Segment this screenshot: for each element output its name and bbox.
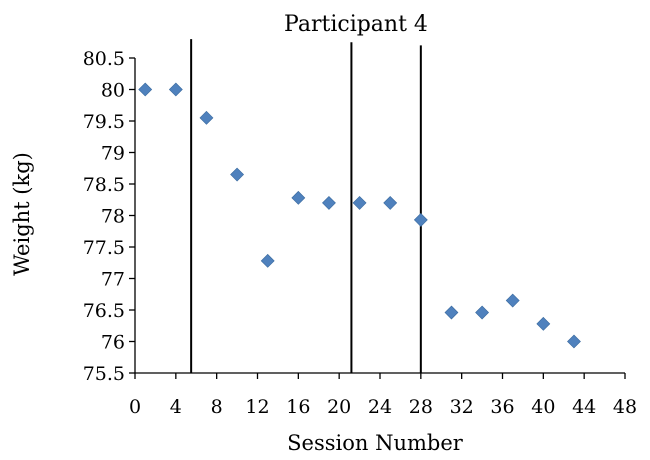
x-tick-label: 28 bbox=[409, 396, 433, 418]
data-point-marker bbox=[444, 305, 459, 320]
y-tick-label: 79.5 bbox=[83, 111, 125, 133]
x-axis-ticks: 0 4 8 12 16 20 24 28 32 36 40 44 48 bbox=[129, 373, 637, 418]
data-point-marker bbox=[505, 293, 520, 308]
y-tick-label: 78.5 bbox=[83, 174, 125, 196]
data-point-marker bbox=[536, 316, 551, 331]
x-tick-label: 16 bbox=[286, 396, 310, 418]
x-axis-title: Session Number bbox=[287, 431, 464, 455]
data-point-marker bbox=[138, 82, 153, 97]
data-point-marker bbox=[383, 195, 398, 210]
data-point-marker bbox=[413, 212, 428, 227]
x-tick-label: 12 bbox=[245, 396, 269, 418]
data-point-marker bbox=[352, 195, 367, 210]
y-tick-label: 77.5 bbox=[83, 237, 125, 259]
x-tick-label: 44 bbox=[572, 396, 596, 418]
data-point-marker bbox=[475, 305, 490, 320]
data-point-marker bbox=[260, 253, 275, 268]
y-axis-title: Weight (kg) bbox=[10, 152, 34, 276]
x-tick-label: 0 bbox=[129, 396, 141, 418]
y-tick-label: 77 bbox=[101, 269, 125, 291]
y-tick-label: 75.5 bbox=[83, 363, 125, 385]
data-point-marker bbox=[199, 110, 214, 125]
y-tick-label: 76 bbox=[101, 332, 125, 354]
x-tick-label: 24 bbox=[368, 396, 392, 418]
x-tick-label: 32 bbox=[450, 396, 474, 418]
y-tick-label: 78 bbox=[101, 206, 125, 228]
x-tick-label: 20 bbox=[327, 396, 351, 418]
x-tick-label: 4 bbox=[170, 396, 182, 418]
data-point-marker bbox=[567, 334, 581, 349]
x-tick-label: 48 bbox=[613, 396, 637, 418]
chart-title: Participant 4 bbox=[284, 12, 428, 37]
data-point-marker bbox=[230, 167, 245, 182]
y-tick-label: 80.5 bbox=[83, 48, 125, 70]
x-tick-label: 36 bbox=[490, 396, 514, 418]
x-tick-label: 8 bbox=[211, 396, 223, 418]
y-tick-label: 76.5 bbox=[83, 300, 125, 322]
y-tick-label: 80 bbox=[101, 80, 125, 102]
data-point-marker bbox=[291, 190, 306, 205]
data-point-marker bbox=[322, 195, 336, 210]
x-tick-label: 40 bbox=[531, 396, 555, 418]
phase-change-lines bbox=[190, 39, 422, 373]
data-point-marker bbox=[168, 82, 183, 97]
data-points bbox=[138, 82, 581, 349]
y-tick-label: 79 bbox=[101, 143, 125, 165]
y-axis-ticks: 75.5 76 76.5 77 77.5 78 78.5 79 79.5 80 80.5 bbox=[83, 48, 135, 385]
